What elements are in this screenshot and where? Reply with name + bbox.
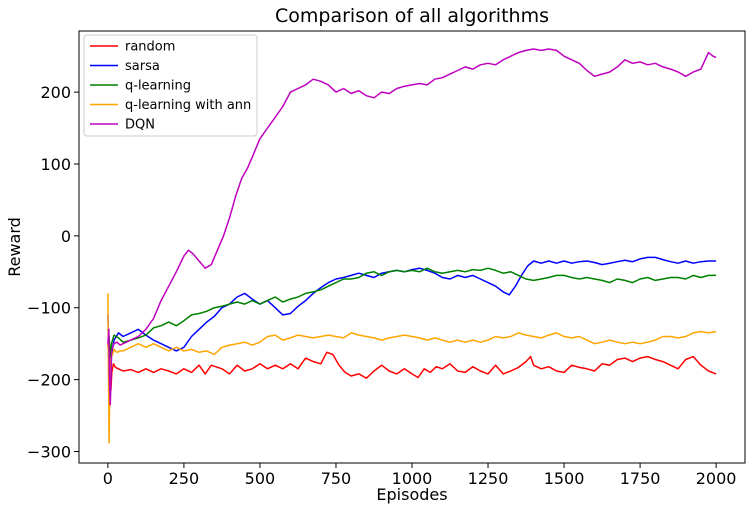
y-tick-label: 200 xyxy=(40,83,71,102)
series-line-q-learning xyxy=(107,267,717,359)
series-line-random xyxy=(107,343,717,392)
y-tick-label: −200 xyxy=(27,371,71,390)
x-tick-label: 1750 xyxy=(620,469,661,488)
x-tick-label: 2000 xyxy=(696,469,737,488)
x-axis-label: Episodes xyxy=(376,485,447,504)
y-tick-label: −100 xyxy=(27,299,71,318)
series-line-DQN xyxy=(107,48,717,406)
legend: random sarsa q-learning q-learning with ann… xyxy=(83,34,258,137)
chart-title: Comparison of all algorithms xyxy=(275,5,549,27)
x-tick-label: 1000 xyxy=(392,469,433,488)
y-tick-label: 100 xyxy=(40,155,71,174)
x-tick-label: 1500 xyxy=(544,469,585,488)
y-axis-label: Reward xyxy=(5,217,24,277)
x-tick-label: 500 xyxy=(245,469,276,488)
legend-label-random: random xyxy=(125,40,175,55)
x-tick-label: 250 xyxy=(169,469,200,488)
series-line-q-learning-with-ann xyxy=(107,293,717,444)
y-axis-ticks: −300 −200 −100 0 100 200 xyxy=(27,83,79,461)
legend-label-q-learning: q-learning xyxy=(125,79,191,94)
x-axis-ticks: 0 250 500 750 1000 1250 1500 1750 2000 xyxy=(103,463,737,488)
x-tick-label: 750 xyxy=(321,469,352,488)
x-tick-label: 0 xyxy=(103,469,113,488)
x-tick-label: 1250 xyxy=(468,469,509,488)
legend-label-DQN: DQN xyxy=(125,118,155,133)
legend-box xyxy=(83,34,258,137)
plot-lines xyxy=(107,48,717,444)
legend-label-sarsa: sarsa xyxy=(125,59,160,74)
y-tick-label: −300 xyxy=(27,442,71,461)
y-tick-label: 0 xyxy=(61,227,71,246)
legend-label-q-learning-with-ann: q-learning with ann xyxy=(125,98,251,113)
